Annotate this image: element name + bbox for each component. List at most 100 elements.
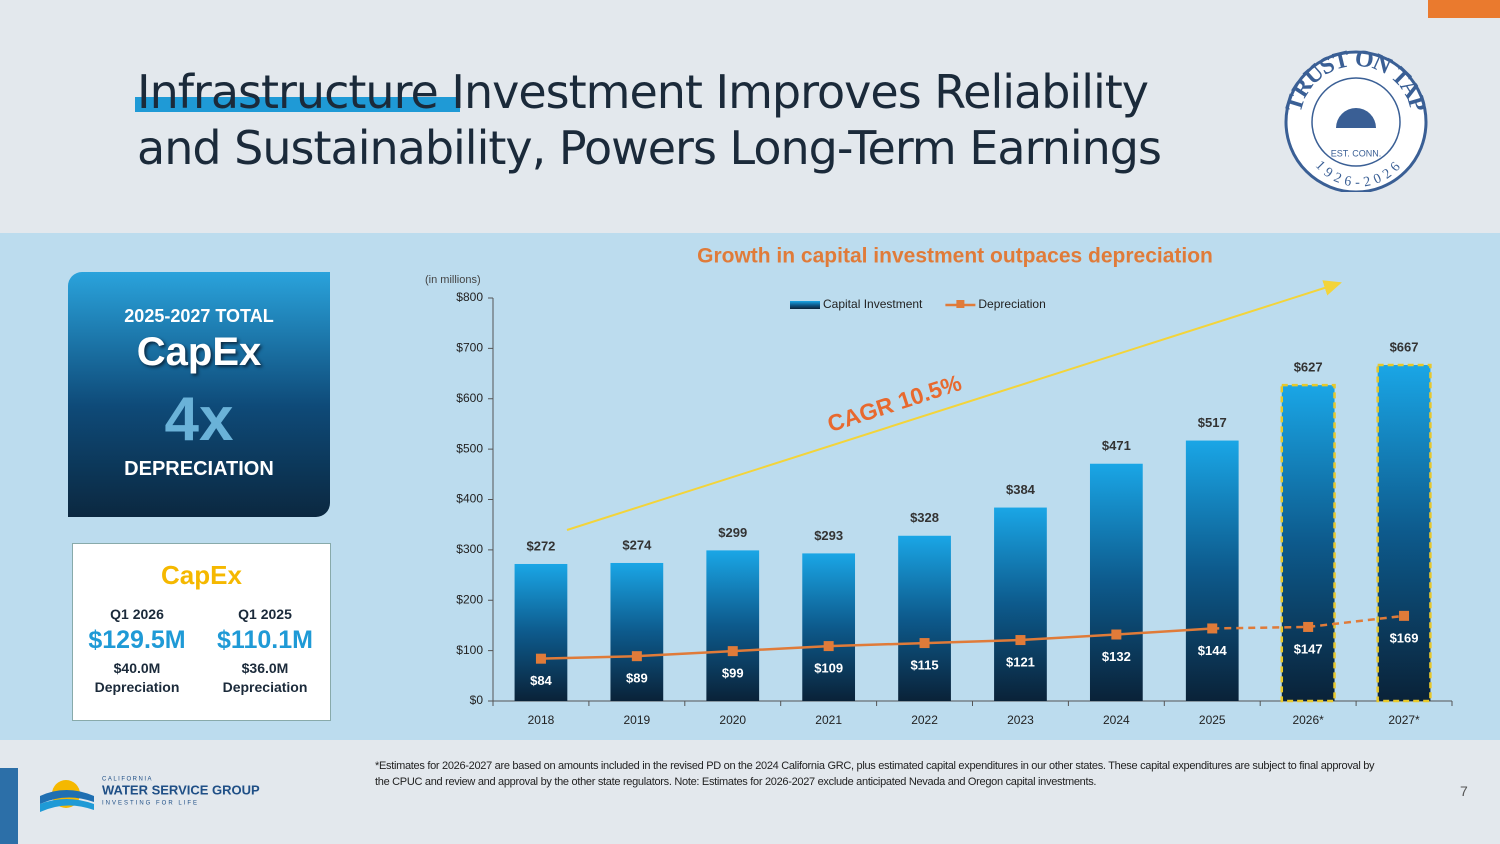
line-marker: [1399, 610, 1410, 621]
x-tick-label: 2024: [1103, 713, 1130, 727]
bar-value-label: $517: [1198, 415, 1227, 430]
quarter-depreciation-label: Depreciation: [94, 679, 180, 695]
line-value-label: $115: [910, 658, 938, 673]
bar-value-label: $272: [526, 538, 555, 553]
capex-basis: DEPRECIATION: [124, 458, 274, 480]
logo-name: WATER SERVICE GROUP: [102, 782, 260, 797]
page-number: 7: [1460, 783, 1468, 799]
x-tick-label: 2022: [911, 713, 938, 727]
corner-accent: [1428, 0, 1500, 18]
slide-title: Infrastructure Investment Improves Relia…: [137, 65, 1162, 175]
cagr-arrow: [566, 280, 1342, 531]
bar: [1280, 383, 1336, 703]
y-tick-label: $700: [456, 341, 483, 355]
bar-value-label: $384: [1006, 482, 1036, 497]
line-value-label: $84: [530, 673, 552, 688]
quarter-period: Q1 2026: [110, 606, 164, 622]
line-marker: [1207, 623, 1218, 634]
corner-accent: [0, 768, 18, 844]
x-tick-label: 2027*: [1388, 713, 1420, 727]
logo: CALIFORNIA WATER SERVICE GROUP INVESTING…: [40, 777, 260, 812]
line-value-label: $121: [1006, 654, 1035, 669]
line-value-label: $89: [626, 671, 648, 686]
y-tick-label: $800: [456, 290, 483, 304]
bar-value-label: $328: [910, 510, 939, 525]
x-tick-label: 2021: [815, 713, 842, 727]
line-marker: [727, 646, 738, 657]
x-tick-label: 2025: [1199, 713, 1226, 727]
logo-state: CALIFORNIA: [102, 777, 153, 783]
line-value-label: $144: [1198, 643, 1228, 658]
quarter-capex: $110.1M: [217, 626, 313, 654]
bar: [802, 553, 856, 701]
line-value-label: $147: [1294, 641, 1323, 656]
x-tick-label: 2018: [528, 713, 555, 727]
quarter-depreciation: $36.0M: [241, 660, 289, 676]
line-marker: [1015, 635, 1026, 646]
footnote: *Estimates for 2026-2027 are based on am…: [375, 760, 1375, 788]
title-highlight: [135, 97, 460, 112]
line-marker: [919, 638, 930, 649]
chart: Growth in capital investment outpaces de…: [425, 245, 1453, 727]
bar-value-label: $667: [1390, 339, 1419, 354]
legend-swatch: [956, 300, 965, 308]
bar: [514, 563, 568, 701]
bar: [706, 550, 760, 701]
bar: [1185, 440, 1239, 701]
y-tick-label: $200: [456, 592, 483, 606]
badge-tag: EST. CONN.: [1331, 148, 1382, 158]
chart-title: Growth in capital investment outpaces de…: [697, 245, 1213, 268]
x-tick-label: 2020: [719, 713, 746, 727]
bar: [898, 535, 951, 701]
y-tick-label: $100: [456, 643, 483, 657]
bar: [610, 562, 664, 701]
y-axis-note: (in millions): [425, 274, 481, 286]
quarter-period: Q1 2025: [238, 606, 292, 622]
line-value-label: $132: [1102, 649, 1131, 664]
bar-value-label: $627: [1294, 360, 1323, 375]
series-line-projected: [1212, 614, 1405, 630]
series-line: [540, 627, 1213, 660]
bar-value-label: $293: [814, 528, 843, 543]
logo-wave: [40, 799, 94, 812]
line-value-label: $109: [814, 661, 843, 676]
y-tick-label: $600: [456, 391, 483, 405]
badge-ring: [1311, 77, 1401, 167]
line-marker: [535, 653, 546, 664]
logo-tagline: INVESTING FOR LIFE: [102, 801, 199, 807]
x-tick-label: 2019: [623, 713, 650, 727]
y-tick-label: $300: [456, 542, 483, 556]
line-value-label: $169: [1390, 630, 1419, 645]
bar: [994, 507, 1047, 701]
capex-total-card: 2025-2027 TOTAL CapEx 4x DEPRECIATION: [68, 272, 330, 517]
logo-wave: [40, 790, 94, 804]
bar: [1376, 363, 1432, 703]
x-tick-label: 2026*: [1292, 713, 1324, 727]
legend-label: Depreciation: [978, 297, 1045, 311]
bar: [1089, 463, 1143, 701]
capex-multiple: 4x: [164, 385, 234, 454]
quarter-depreciation-label: Depreciation: [222, 679, 308, 695]
bar-value-label: $274: [622, 537, 652, 552]
quarter-capex: $129.5M: [88, 626, 186, 654]
line-marker: [1111, 629, 1122, 640]
x-tick-label: 2023: [1007, 713, 1034, 727]
line-marker: [823, 641, 834, 652]
line-marker: [631, 651, 642, 662]
bar-value-label: $471: [1102, 438, 1131, 453]
legend-swatch: [790, 301, 820, 309]
legend-label: Capital Investment: [823, 297, 923, 311]
y-tick-label: $0: [470, 693, 484, 707]
capex-period: 2025-2027 TOTAL: [124, 306, 274, 326]
quarterly-card: CapEx Q1 2026 $129.5M $40.0M Depreciatio…: [72, 543, 331, 721]
bar-value-label: $299: [718, 525, 747, 540]
y-tick-label: $400: [456, 492, 483, 506]
capex-label: CapEx: [136, 330, 262, 374]
cagr-annotation: CAGR 10.5%: [824, 369, 965, 437]
quarterly-title: CapEx: [161, 560, 242, 590]
badge: TRUST ON TAP 1926-2026 EST. CONN.: [1281, 45, 1431, 192]
line-marker: [1303, 621, 1314, 632]
quarter-depreciation: $40.0M: [113, 660, 161, 676]
line-value-label: $99: [722, 666, 744, 681]
